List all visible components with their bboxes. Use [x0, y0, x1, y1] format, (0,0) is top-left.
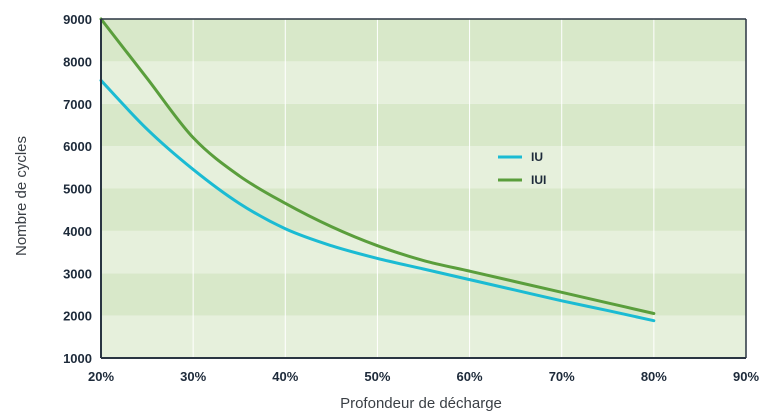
x-tick-label: 20%	[88, 369, 114, 384]
x-tick-label: 70%	[549, 369, 575, 384]
x-tick-label: 80%	[641, 369, 667, 384]
series-line-iui	[99, 17, 656, 316]
x-axis-title: Profondeur de décharge	[340, 395, 502, 412]
band-1	[101, 273, 746, 316]
y-tick-label: 3000	[63, 266, 92, 281]
series-line-iu	[99, 78, 656, 323]
x-tick-label: 90%	[733, 369, 759, 384]
x-tick-label: 60%	[457, 369, 483, 384]
y-axis-title: Nombre de cycles	[13, 136, 30, 256]
band-3	[101, 188, 746, 231]
y-tick-label: 4000	[63, 224, 92, 239]
x-tick-label: 30%	[180, 369, 206, 384]
band-5	[101, 103, 746, 147]
y-tick-labels: 1000 2000 3000 4000 5000 6000 7000 8000 9000	[63, 12, 92, 366]
y-tick-label: 7000	[63, 97, 92, 112]
y-tick-label: 5000	[63, 182, 92, 197]
band-0	[101, 315, 746, 358]
x-tick-labels: 20% 30% 40% 50% 60% 70% 80% 90%	[88, 369, 759, 384]
legend: IU IUI	[498, 150, 546, 187]
x-tick-label: 50%	[364, 369, 390, 384]
axes	[100, 18, 747, 359]
legend-label-iu: IU	[531, 150, 543, 164]
band-7	[101, 19, 746, 62]
y-tick-label: 6000	[63, 139, 92, 154]
y-tick-label: 8000	[63, 54, 92, 69]
legend-label-iui: IUI	[531, 173, 546, 187]
series-layer	[99, 17, 656, 323]
y-tick-label: 9000	[63, 12, 92, 27]
y-tick-label: 1000	[63, 351, 92, 366]
plot-background-bands	[101, 19, 746, 358]
band-6	[101, 61, 746, 104]
x-tick-label: 40%	[272, 369, 298, 384]
band-4	[101, 146, 746, 189]
y-tick-label: 2000	[63, 309, 92, 324]
band-2	[101, 230, 746, 274]
